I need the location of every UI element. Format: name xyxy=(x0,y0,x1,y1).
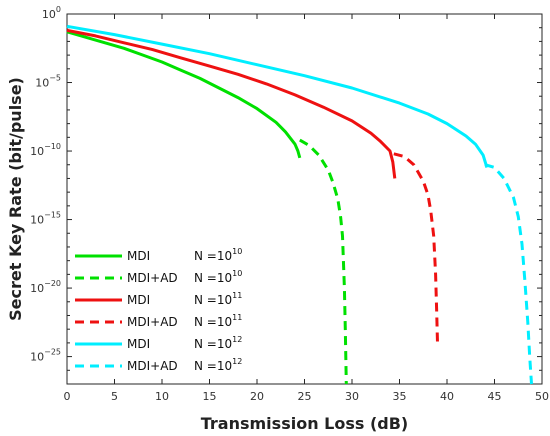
legend: MDI N =1010 MDI+AD N =1010 MDI N =1011 MDI+AD N… xyxy=(75,247,242,373)
series-line-mdi-n10 xyxy=(66,30,302,159)
legend-n-label: N =1012 xyxy=(194,335,242,351)
x-tick-label: 40 xyxy=(440,390,454,403)
x-tick-label: 0 xyxy=(64,390,71,403)
y-tick-label: 100 xyxy=(42,5,61,21)
data-series xyxy=(66,24,533,385)
x-tick-label: 35 xyxy=(393,390,407,403)
y-axis-title: Secret Key Rate (bit/pulse) xyxy=(6,77,25,321)
y-tick-label: 10−10 xyxy=(30,142,61,158)
legend-n-label: N =1010 xyxy=(194,247,242,263)
legend-n-label: N =1011 xyxy=(194,291,242,307)
legend-label: MDI xyxy=(127,249,150,263)
x-tick-label: 10 xyxy=(155,390,169,403)
legend-label: MDI+AD xyxy=(127,359,178,373)
legend-label: MDI+AD xyxy=(127,271,178,285)
series-line-mdi-ad-n12 xyxy=(484,163,533,385)
x-tick-label: 20 xyxy=(250,390,264,403)
x-tick-label: 30 xyxy=(345,390,359,403)
series-line-mdi-ad-n11 xyxy=(393,152,439,343)
x-tick-label: 15 xyxy=(203,390,217,403)
x-tick-label: 25 xyxy=(298,390,312,403)
legend-n-label: N =1010 xyxy=(194,269,242,285)
legend-label: MDI+AD xyxy=(127,315,178,329)
x-tick-label: 5 xyxy=(111,390,118,403)
x-axis-title: Transmission Loss (dB) xyxy=(201,414,408,433)
legend-n-label: N =1012 xyxy=(194,357,242,373)
x-tick-label: 50 xyxy=(535,390,549,403)
legend-label: MDI xyxy=(127,293,150,307)
series-line-mdi-n12 xyxy=(66,24,489,168)
y-tick-label: 10−15 xyxy=(30,211,61,227)
y-tick-label: 10−20 xyxy=(30,279,61,295)
series-line-mdi-ad-n10 xyxy=(299,138,348,385)
y-tick-label: 10−5 xyxy=(35,74,61,90)
legend-label: MDI xyxy=(127,337,150,351)
axis-ticks: 0 5 10 15 20 25 30 35 40 45 50 100 10−5 10−10 10−15 10−… xyxy=(30,5,549,403)
x-tick-label: 45 xyxy=(488,390,502,403)
legend-n-label: N =1011 xyxy=(194,313,242,329)
y-tick-label: 10−25 xyxy=(30,348,61,364)
series-line-mdi-n11 xyxy=(66,28,397,179)
